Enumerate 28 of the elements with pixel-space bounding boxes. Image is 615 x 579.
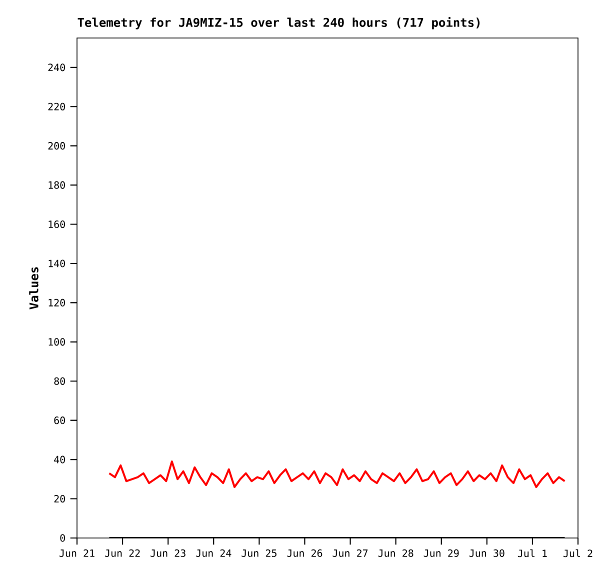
y-tick-label: 80	[54, 377, 65, 385]
y-tick-label: 40	[54, 456, 65, 464]
y-tick-label: 160	[48, 220, 65, 228]
y-tick-label: 240	[48, 64, 65, 72]
x-tick-label: Jun 21	[59, 549, 94, 557]
chart-title: Telemetry for JA9MIZ-15 over last 240 hours (717 points)	[78, 17, 480, 30]
x-tick-label: Jun 24	[196, 549, 232, 557]
y-tick-label: 0	[60, 534, 65, 542]
y-tick-label: 200	[48, 142, 65, 150]
y-tick-label: 120	[48, 298, 65, 306]
y-tick-label: 140	[48, 260, 65, 268]
x-tick-label: Jun 29	[424, 549, 459, 557]
x-tick-label: Jun 23	[150, 549, 186, 557]
y-tick-label: 220	[48, 102, 65, 110]
x-tick-label: Jun 26	[287, 549, 322, 557]
x-tick-label: Jun 27	[332, 549, 368, 557]
y-tick-label: 20	[54, 494, 65, 503]
y-tick-label: 60	[54, 416, 65, 424]
x-tick-label: Jun 22	[105, 549, 140, 557]
line-series	[108, 460, 566, 488]
y-tick-label: 100	[48, 338, 65, 346]
y-axis-title: Values	[29, 267, 38, 310]
x-tick-label: Jul 2	[563, 549, 592, 558]
x-tick-label: Jul 1	[518, 549, 547, 558]
x-tick-label: Jun 25	[242, 549, 276, 557]
x-tick-label: Jun 30	[469, 549, 504, 557]
y-tick-label: 180	[48, 181, 65, 189]
x-tick-label: Jun 28	[378, 549, 414, 557]
